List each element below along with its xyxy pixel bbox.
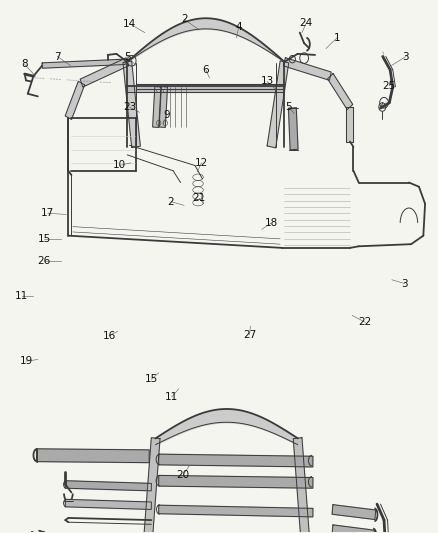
Polygon shape bbox=[293, 438, 311, 533]
Polygon shape bbox=[36, 449, 149, 463]
Polygon shape bbox=[332, 505, 376, 520]
Polygon shape bbox=[65, 82, 85, 119]
Text: 13: 13 bbox=[261, 77, 274, 86]
Polygon shape bbox=[159, 86, 167, 127]
Text: 12: 12 bbox=[195, 158, 208, 168]
Polygon shape bbox=[332, 525, 374, 533]
Text: 2: 2 bbox=[168, 197, 174, 207]
Text: 3: 3 bbox=[401, 279, 408, 288]
Polygon shape bbox=[159, 505, 313, 517]
Polygon shape bbox=[328, 74, 353, 110]
Text: 16: 16 bbox=[102, 330, 116, 341]
Text: 22: 22 bbox=[359, 317, 372, 327]
Text: 26: 26 bbox=[38, 256, 51, 266]
Text: 14: 14 bbox=[123, 19, 136, 29]
Text: 11: 11 bbox=[15, 290, 28, 301]
Text: 7: 7 bbox=[54, 52, 61, 61]
Text: 20: 20 bbox=[177, 470, 190, 480]
Text: 15: 15 bbox=[38, 234, 51, 244]
Polygon shape bbox=[42, 59, 125, 68]
Text: 5: 5 bbox=[286, 102, 292, 112]
Text: 21: 21 bbox=[193, 193, 206, 204]
Polygon shape bbox=[123, 61, 140, 148]
Text: 15: 15 bbox=[145, 374, 158, 384]
Polygon shape bbox=[284, 58, 331, 80]
Polygon shape bbox=[80, 58, 129, 87]
Text: 19: 19 bbox=[19, 356, 33, 366]
Text: 18: 18 bbox=[265, 218, 278, 228]
Text: 25: 25 bbox=[383, 81, 396, 91]
Text: 27: 27 bbox=[243, 329, 256, 340]
Text: 8: 8 bbox=[21, 60, 28, 69]
Text: 2: 2 bbox=[181, 14, 187, 25]
Polygon shape bbox=[267, 61, 289, 148]
Polygon shape bbox=[159, 454, 313, 467]
Polygon shape bbox=[346, 107, 353, 142]
Text: 3: 3 bbox=[403, 52, 409, 61]
Polygon shape bbox=[65, 499, 152, 510]
Polygon shape bbox=[136, 84, 285, 90]
Text: 17: 17 bbox=[41, 208, 54, 219]
Text: 1: 1 bbox=[334, 33, 340, 43]
Text: 23: 23 bbox=[123, 102, 136, 112]
Polygon shape bbox=[65, 481, 152, 491]
Text: 9: 9 bbox=[163, 110, 170, 120]
Polygon shape bbox=[289, 108, 298, 150]
Text: 11: 11 bbox=[165, 392, 178, 402]
Text: 4: 4 bbox=[235, 22, 242, 33]
Text: 10: 10 bbox=[113, 160, 126, 171]
Text: 5: 5 bbox=[124, 52, 131, 61]
Text: 24: 24 bbox=[300, 18, 313, 28]
Text: 6: 6 bbox=[203, 65, 209, 75]
Polygon shape bbox=[159, 475, 313, 488]
Polygon shape bbox=[143, 438, 160, 533]
Polygon shape bbox=[152, 86, 161, 127]
